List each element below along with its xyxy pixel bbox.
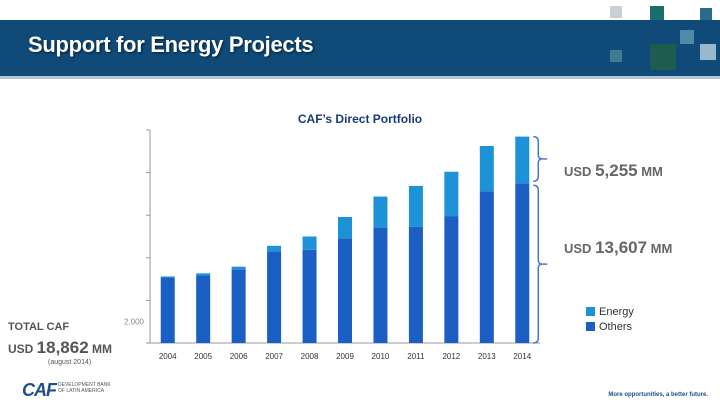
x-tick-label-2008: 2008 [301,352,319,361]
bar-others-2009 [338,238,352,343]
decor-square [700,8,712,20]
legend-item-others: Others [586,319,634,334]
x-tick-label-2009: 2009 [336,352,354,361]
total-caf-value: USD 18,862 MM [8,338,112,357]
x-tick-label-2004: 2004 [159,352,177,361]
bar-others-2004 [160,277,175,343]
energy-brace [533,135,543,182]
bar-energy-2010 [373,196,388,228]
bar-energy-2009 [338,216,352,239]
bar-energy-2005 [196,273,211,276]
x-tick-label-2010: 2010 [372,352,390,361]
decor-square [610,6,622,18]
caf-logo-subtitle: DEVELOPMENT BANK OF LATIN AMERICA [58,382,111,394]
x-tick-label-2013: 2013 [478,352,496,361]
legend-swatch-energy [586,307,595,316]
x-tick-label-2007: 2007 [265,352,283,361]
title-banner: Support for Energy Projects [0,20,720,79]
x-tick-label-2012: 2012 [442,352,460,361]
x-tick-label-2014: 2014 [513,352,531,361]
caf-logo: CAF DEVELOPMENT BANK OF LATIN AMERICA [22,380,111,401]
x-tick-label-2006: 2006 [230,352,248,361]
bar-energy-2008 [302,236,317,250]
total-caf-block: TOTAL CAF USD 18,862 MM (august 2014) [8,321,112,366]
decor-square [650,44,676,70]
total-caf-label: TOTAL CAF [8,321,70,333]
others-brace [533,184,543,344]
bar-energy-2011 [408,185,423,227]
legend-label-energy: Energy [599,305,634,318]
decor-square [700,44,716,60]
decor-square [650,6,664,20]
x-tick-label-2005: 2005 [194,352,212,361]
bar-others-2010 [373,227,388,343]
legend-item-energy: Energy [586,304,634,319]
legend-swatch-others [586,322,595,331]
bar-others-2007 [267,251,282,343]
bar-energy-2013 [479,145,494,192]
bar-others-2012 [444,216,459,343]
decor-square [610,50,622,62]
bar-others-2008 [302,249,317,343]
bar-energy-2012 [444,171,459,217]
decor-square [680,30,694,44]
bar-energy-2014 [515,136,530,184]
bar-others-2006 [231,269,246,343]
bar-others-2014 [515,183,530,343]
bar-energy-2006 [231,266,246,270]
others-total-label: USD 13,607 MM [564,238,673,257]
bar-others-2005 [196,275,211,343]
legend-label-others: Others [599,320,633,333]
chart-legend: Energy Others [586,304,634,334]
bar-energy-2007 [267,245,282,252]
bar-others-2011 [408,226,423,343]
slide-title: Support for Energy Projects [28,32,314,57]
energy-total-label: USD 5,255 MM [564,161,663,180]
footer-tagline: More opportunities, a better future. [608,392,708,398]
chart-title: CAF’s Direct Portfolio [297,112,423,126]
bar-energy-2004 [160,276,175,278]
y-tick-label: 2,000 [124,317,145,326]
x-tick-label-2011: 2011 [407,352,425,361]
bar-others-2013 [479,191,494,343]
total-caf-date: (august 2014) [48,359,92,366]
caf-logo-mark: CAF [22,380,57,400]
